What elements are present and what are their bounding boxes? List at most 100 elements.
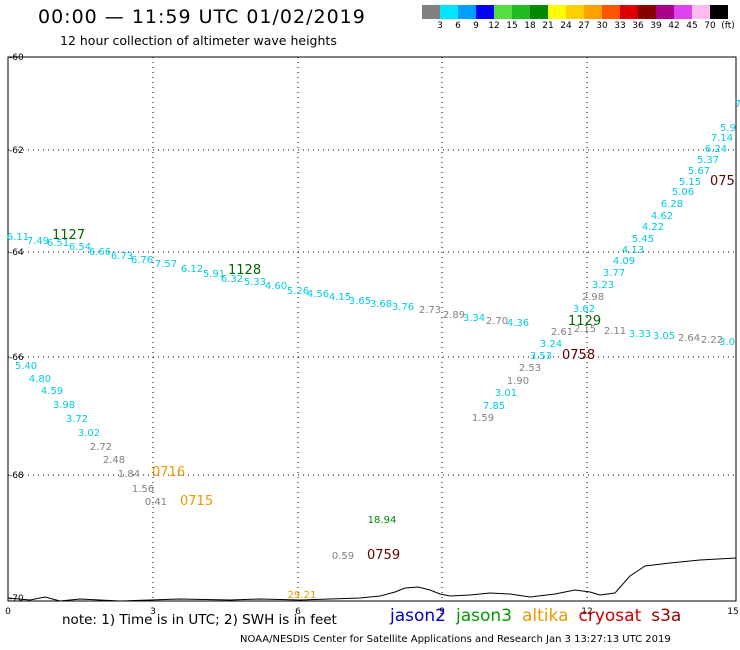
pass-time-label: 1127 [52,228,85,243]
wave-height-value: 2.15 [574,324,596,335]
satellite-legend-item: altika [522,606,569,626]
wave-height-value: 29.21 [288,590,317,601]
wave-height-value: 5.45 [632,234,654,245]
wave-height-value: 1.90 [507,376,529,387]
wave-height-value: 3.23 [592,280,614,291]
satellite-legend: jason2 jason3 altika cryosat s3a [390,606,691,626]
pass-time-label: 1128 [228,263,261,278]
colorbar-label: 18 [524,21,536,31]
wave-height-value: 3.02 [78,428,100,439]
wave-height-value: 6.51 [47,238,69,249]
colorbar-label: 15 [506,21,518,31]
pass-time-label: 0758 [562,348,595,363]
satellite-track: 1.597.85 3.011.90 2.533.533.242.61 3.622.98… [472,99,740,424]
wave-height-value: 4.13 [622,245,644,256]
colorbar-swatch [638,5,656,19]
colorbar-label: 30 [596,21,608,31]
footnote: note: 1) Time is in UTC; 2) SWH is in fe… [62,612,337,628]
wave-height-value: 3.33 [629,329,651,340]
colorbar-swatch [602,5,620,19]
satellite-track: 18.94 [368,515,397,526]
wave-height-value: 4.60 [265,281,287,292]
wave-height-value: 6.76 [131,255,153,266]
wave-height-value: 4.56 [307,289,329,300]
colorbar-swatch [656,5,674,19]
wave-height-value: 3.34 [463,313,485,324]
colorbar-label: 6 [455,21,461,31]
axis-labels: -60 -62 -64 -66 -68 -70 0 3 6 9 12 15 [5,53,739,617]
colorbar-label: 39 [650,21,662,31]
wave-height-value: 2.98 [582,292,604,303]
colorbar-swatch [584,5,602,19]
wave-height-value: 6.66 [89,247,111,258]
colorbar-label: 33 [614,21,626,31]
wave-height-value: 7.57 [155,259,177,270]
colorbar-swatch [458,5,476,19]
wave-height-value: 18.94 [368,515,397,526]
wave-height-value: 0.41 [145,497,167,508]
colorbar-label: (ft) [721,21,735,31]
colorbar-swatch [710,5,728,19]
colorbar-swatch [674,5,692,19]
map-frame [7,56,737,602]
pass-time-label: 1129 [568,314,601,329]
colorbar-label: 9 [473,21,479,31]
wave-height-value: 5.26 [287,286,309,297]
wave-height-value: 3.76 [392,302,414,313]
wave-height-value: 6.11 [7,232,29,243]
credit-line: NOAA/NESDIS Center for Satellite Applica… [240,634,671,645]
latitude-label: -66 [9,353,24,363]
wave-height-value: 3.05 [653,331,675,342]
wave-height-value: 3.01 [495,388,517,399]
longitude-label: 3 [150,607,156,617]
longitude-label: 6 [295,607,301,617]
wave-height-value: 5.06 [672,187,694,198]
colorbar-swatch [440,5,458,19]
satellite-track: 0.59 0759 [332,548,400,563]
pass-time-label: 0759 [367,548,400,563]
satellite-track: 1.56 0.41 0715 [132,484,213,509]
colorbar-label: 3 [437,21,443,31]
colorbar-swatch [476,5,494,19]
wave-height-value: 1.56 [132,484,154,495]
pass-time-label: 0716 [152,465,185,480]
satellite-track: 5.40 4.804.59 3.98 3.72 3.02 2.72 2.48 1.84 0716 [15,361,185,480]
colorbar-swatch [494,5,512,19]
pass-time-label: 0715 [180,494,213,509]
satellite-legend-item: s3a [651,606,682,626]
wave-height-value: 7.85 [483,401,505,412]
map-border [7,56,737,602]
wave-height-value: 1.84 [118,469,140,480]
colorbar-label: 21 [542,21,554,31]
antarctic-coastline [7,557,737,602]
colorbar-label: 24 [560,21,572,31]
colorbar-label: 70 [704,21,716,31]
wave-height-value: 5.40 [15,361,37,372]
wave-height-value: 3.98 [53,400,75,411]
wave-height-value: 2.22 [701,335,723,346]
wave-height-value: 2.53 [519,363,541,374]
colorbar-swatch [512,5,530,19]
wave-height-value: 5.91 [203,269,225,280]
wave-height-value: 4.09 [613,256,635,267]
colorbar-swatch [566,5,584,19]
wave-height-value: 2.70 [486,316,508,327]
pass-time-label: 075 [710,174,735,189]
colorbar-swatch [620,5,638,19]
colorbar-label: 42 [668,21,680,31]
wave-height-value: 4.80 [29,374,51,385]
wave-height-value: 6.73 [111,251,133,262]
wave-height-value: 5.67 [688,166,710,177]
wave-height-value: 2.11 [604,326,626,337]
satellite-track: 075 [710,174,735,189]
wave-height-value: 3.0 [719,337,735,348]
wave-height-value: 5.9 [720,123,736,134]
latitude-label: -64 [9,248,24,258]
colorbar-label: 45 [686,21,698,31]
wave-height-value: 4.62 [651,211,673,222]
map-subtitle: 12 hour collection of altimeter wave hei… [60,33,337,48]
wave-height-value: 3.77 [603,268,625,279]
wave-height-value: 7.49 [27,236,49,247]
wave-height-value: 5.33 [244,277,266,288]
